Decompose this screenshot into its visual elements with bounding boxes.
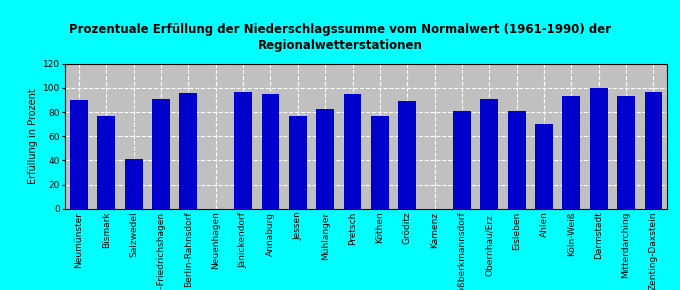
- Bar: [180, 93, 197, 209]
- Bar: [590, 88, 608, 209]
- Bar: [617, 96, 635, 209]
- Bar: [453, 111, 471, 209]
- Text: Prozentuale Erfüllung der Niederschlagssumme vom Normalwert (1961-1990) der
Regi: Prozentuale Erfüllung der Niederschlagss…: [69, 23, 611, 52]
- Bar: [262, 94, 279, 209]
- Bar: [562, 96, 580, 209]
- Bar: [70, 100, 88, 209]
- Y-axis label: Erfüllung in Prozent: Erfüllung in Prozent: [29, 88, 38, 184]
- Bar: [343, 94, 361, 209]
- Bar: [480, 99, 498, 209]
- Bar: [152, 99, 170, 209]
- Bar: [124, 159, 143, 209]
- Bar: [97, 116, 115, 209]
- Bar: [535, 124, 553, 209]
- Bar: [289, 116, 307, 209]
- Bar: [398, 101, 416, 209]
- Bar: [316, 108, 334, 209]
- Bar: [645, 92, 662, 209]
- Bar: [234, 92, 252, 209]
- Bar: [508, 111, 526, 209]
- Bar: [371, 116, 389, 209]
